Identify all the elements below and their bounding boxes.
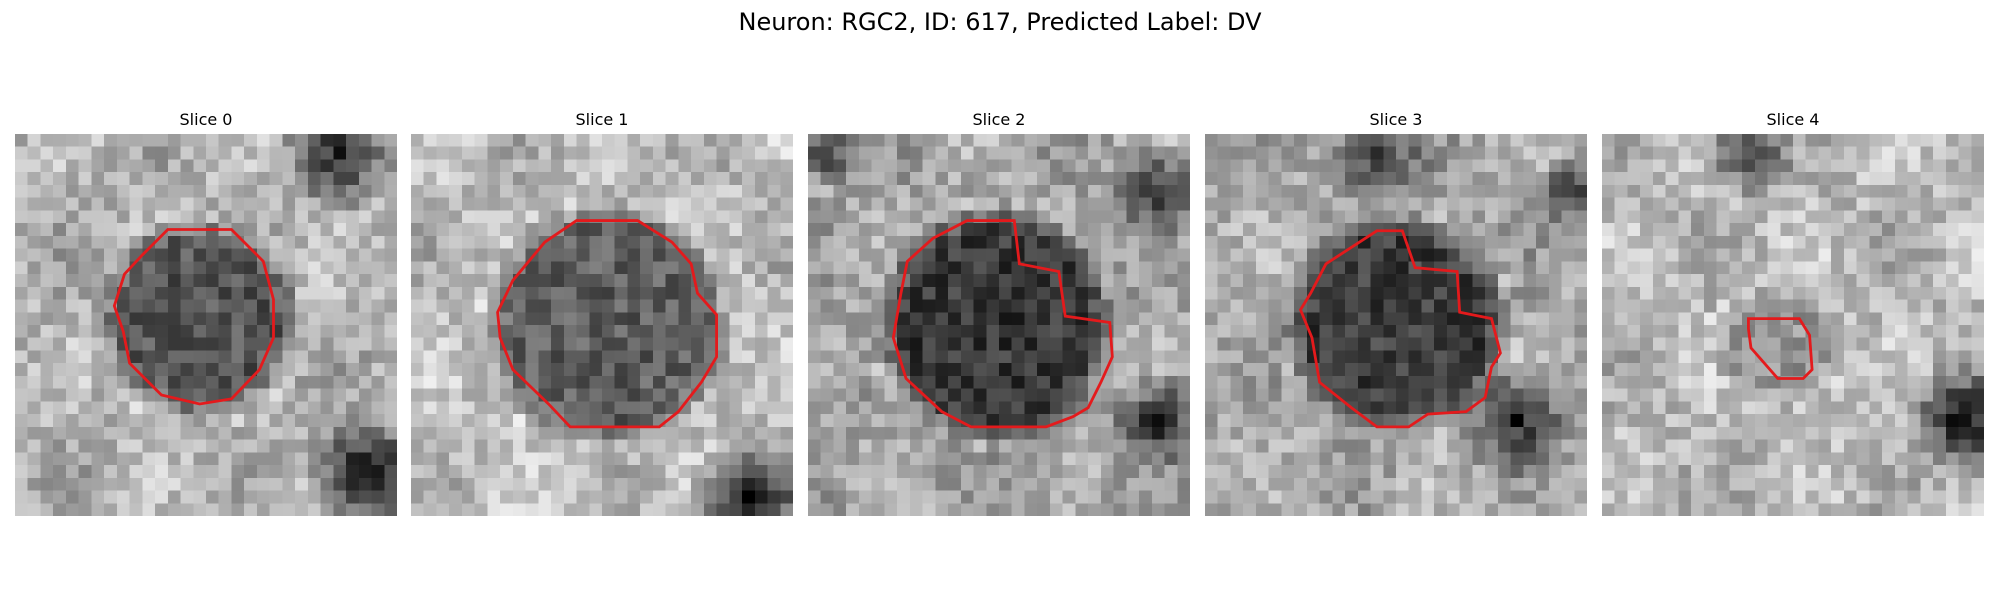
slice-title: Slice 1 — [575, 110, 629, 129]
pixel-grid — [1205, 134, 1587, 516]
slice-title: Slice 4 — [1766, 110, 1820, 129]
cell-outline — [496, 219, 719, 429]
slice-image — [1602, 134, 1984, 516]
slice-image — [1205, 134, 1587, 516]
cell-outline — [891, 219, 1114, 429]
pixel-grid — [1602, 134, 1984, 516]
pixel-grid — [808, 134, 1190, 516]
pixel-grid — [15, 134, 397, 516]
slice-title: Slice 2 — [972, 110, 1026, 129]
slice-image — [411, 134, 793, 516]
slice-title: Slice 0 — [179, 110, 233, 129]
cell-outline — [112, 228, 275, 406]
cell-outline — [1747, 317, 1814, 380]
pixel-grid — [411, 134, 793, 516]
figure-title: Neuron: RGC2, ID: 617, Predicted Label: … — [738, 8, 1262, 36]
cell-outline — [1298, 229, 1502, 429]
slice-title: Slice 3 — [1369, 110, 1423, 129]
slice-image — [15, 134, 397, 516]
slice-image — [808, 134, 1190, 516]
